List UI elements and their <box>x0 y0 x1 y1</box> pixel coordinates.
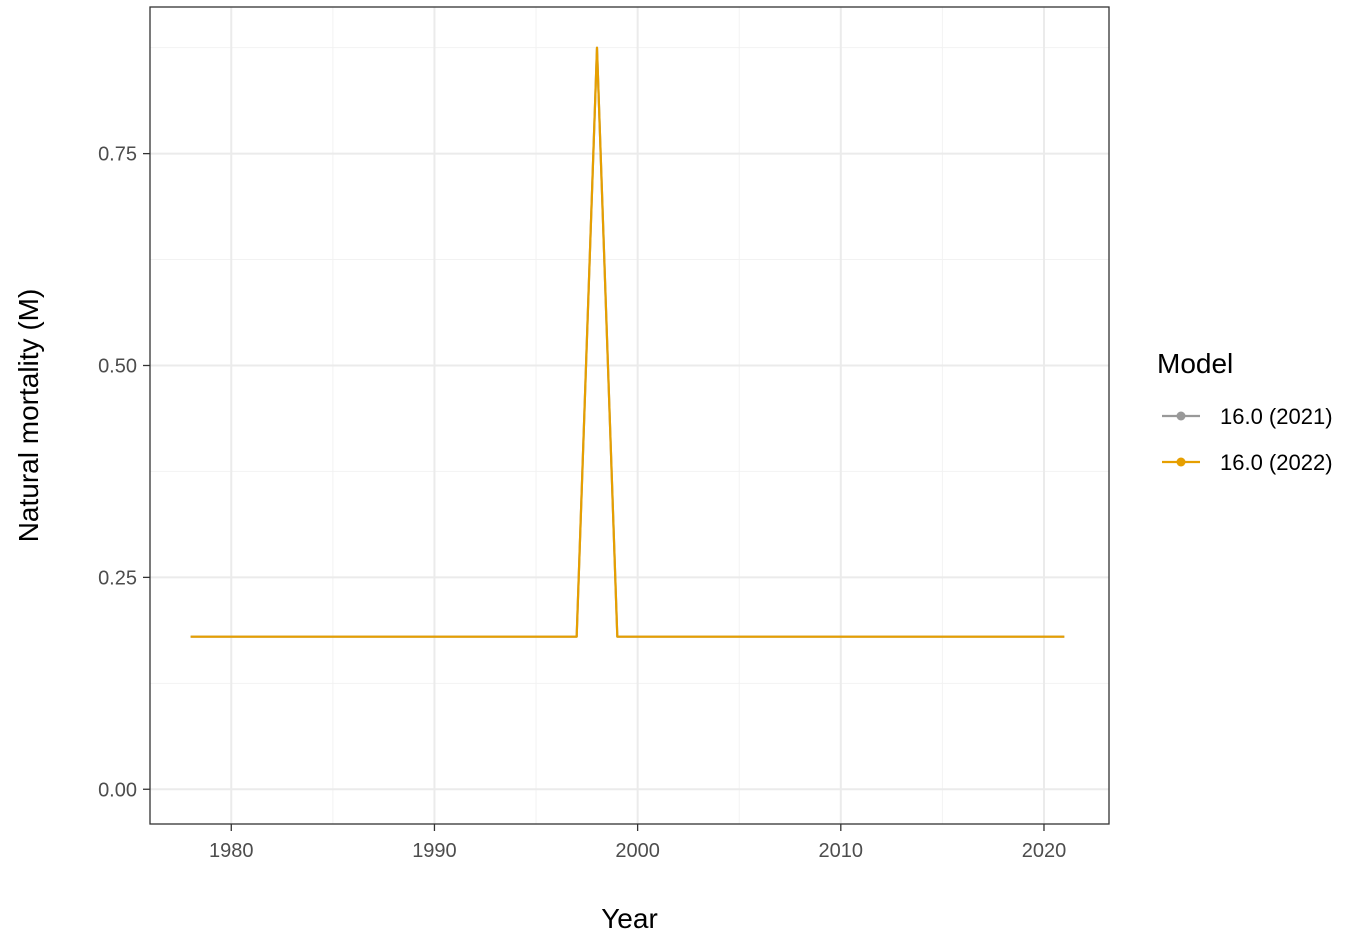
x-axis-title: Year <box>601 903 658 934</box>
x-tick-label: 1980 <box>209 840 254 862</box>
series-line <box>190 46 1065 638</box>
legend: Model 16.0 (2021) 16.0 (2022) <box>1157 348 1333 475</box>
grid-major <box>150 7 1109 824</box>
legend-label: 16.0 (2021) <box>1220 404 1333 429</box>
series-layer <box>190 46 1065 638</box>
x-tick-label: 2020 <box>1022 840 1067 862</box>
panel-border <box>149 6 1110 825</box>
legend-title: Model <box>1157 348 1233 379</box>
legend-label: 16.0 (2022) <box>1220 450 1333 475</box>
y-axis-title: Natural mortality (M) <box>13 289 44 543</box>
legend-key-point <box>1176 457 1186 467</box>
y-axis: 0.00 0.25 0.50 0.75 <box>98 144 150 801</box>
legend-items: 16.0 (2021) 16.0 (2022) <box>1162 404 1333 475</box>
grid-minor <box>150 7 1109 824</box>
y-tick-label: 0.50 <box>98 355 137 377</box>
x-axis: 1980 1990 2000 2010 2020 <box>209 824 1066 862</box>
x-tick-label: 2010 <box>819 840 864 862</box>
x-tick-label: 1990 <box>412 840 457 862</box>
x-tick-label: 2000 <box>615 840 660 862</box>
legend-key-point <box>1176 411 1186 421</box>
y-tick-label: 0.75 <box>98 144 137 166</box>
series-line <box>190 46 1065 638</box>
y-tick-label: 0.00 <box>98 779 137 801</box>
y-tick-label: 0.25 <box>98 567 137 589</box>
